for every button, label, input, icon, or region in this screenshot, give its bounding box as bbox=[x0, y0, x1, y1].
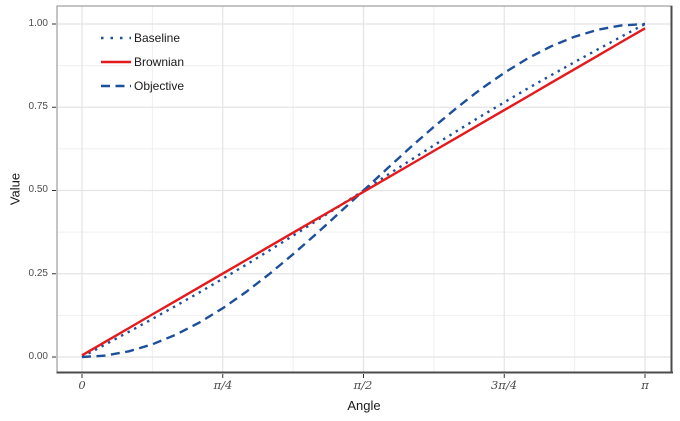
x-tick-label: π/4 bbox=[213, 378, 233, 392]
x-tick-label: π/2 bbox=[353, 378, 373, 392]
dotted-line-key-icon bbox=[101, 36, 131, 40]
legend-item-objective: Objective bbox=[99, 74, 184, 98]
y-tick-label: 0.75 bbox=[28, 101, 48, 112]
y-axis-title: Value bbox=[7, 172, 23, 206]
legend: Baseline Brownian Objective bbox=[99, 26, 184, 98]
legend-label: Brownian bbox=[134, 55, 185, 69]
x-tick-label: π bbox=[641, 378, 649, 392]
legend-item-brownian: Brownian bbox=[99, 50, 184, 74]
y-tick-label: 0.50 bbox=[28, 184, 48, 195]
solid-line-key-icon bbox=[101, 60, 131, 64]
y-tick-label: 1.00 bbox=[28, 18, 48, 29]
x-tick-label: 3π/4 bbox=[490, 378, 518, 392]
legend-label: Baseline bbox=[134, 31, 181, 45]
legend-item-baseline: Baseline bbox=[99, 26, 184, 50]
legend-label: Objective bbox=[134, 79, 185, 93]
x-axis-title: Angle bbox=[347, 398, 381, 413]
y-tick-label: 0.00 bbox=[28, 351, 48, 362]
x-tick-label: 0 bbox=[78, 378, 86, 392]
y-tick-label: 0.25 bbox=[28, 268, 48, 279]
dashed-line-key-icon bbox=[101, 84, 131, 88]
